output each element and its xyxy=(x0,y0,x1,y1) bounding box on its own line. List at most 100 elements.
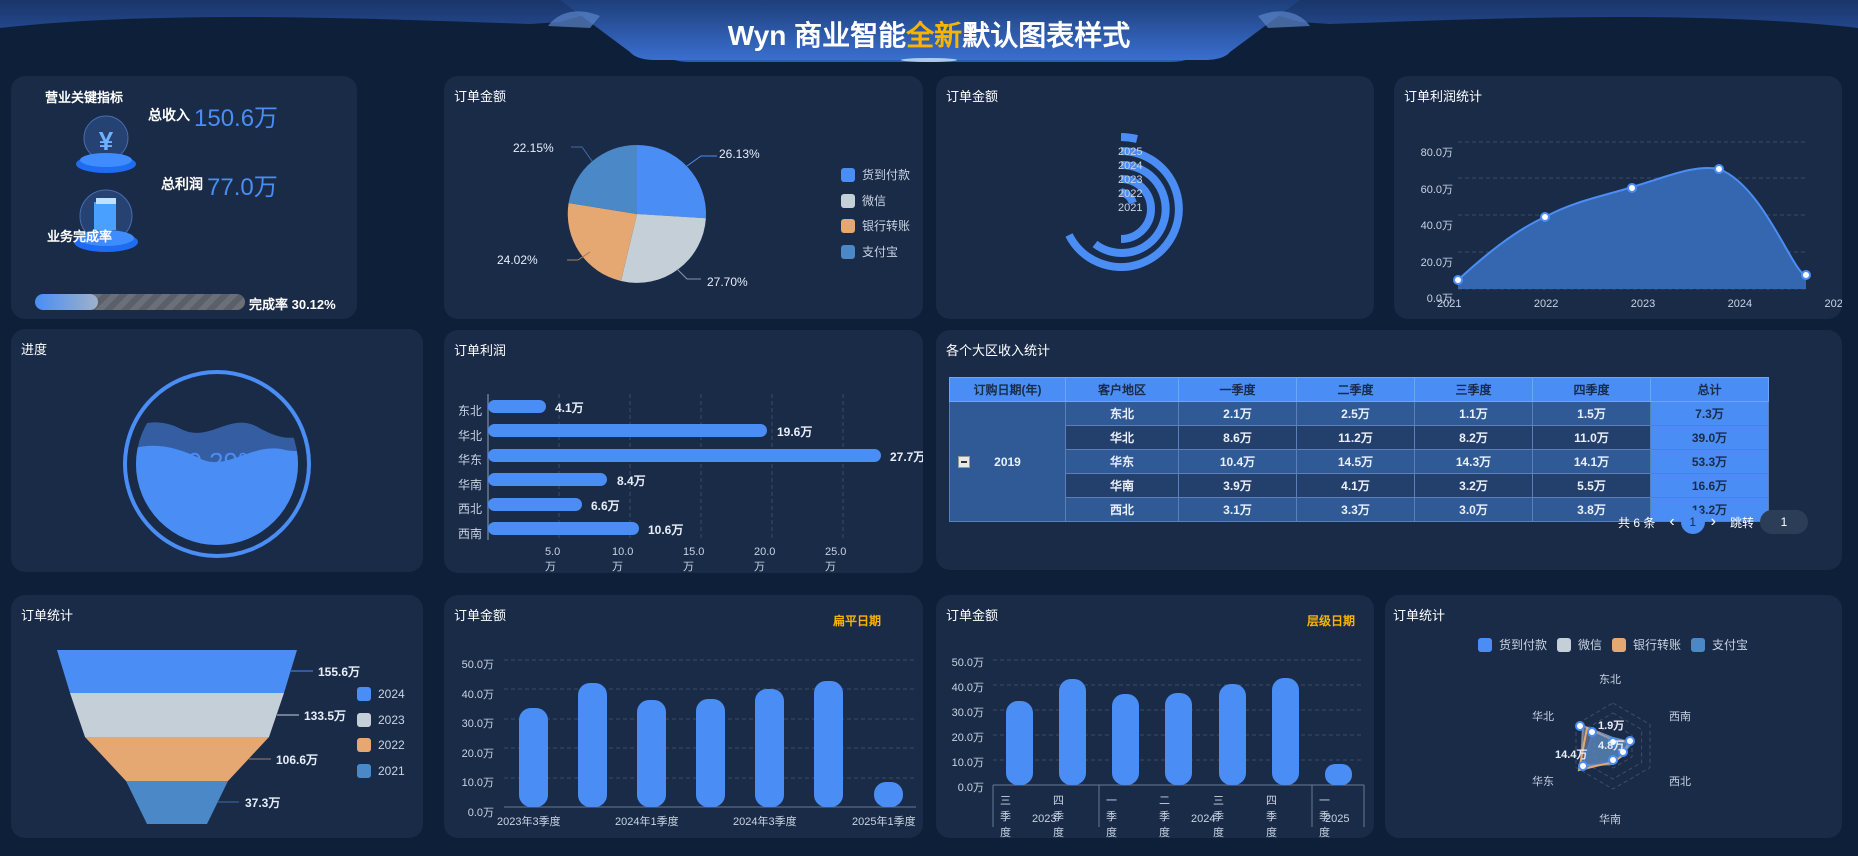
panel-title: 订单金额 xyxy=(454,89,507,104)
revenue-label: 总收入 xyxy=(148,107,190,123)
table-row: 2019 东北 2.1万 2.5万 1.1万 1.5万 7.3万 xyxy=(949,401,1769,522)
panel-title: 订单金额 xyxy=(454,608,507,623)
bar-dongbei xyxy=(488,400,546,413)
pie-slice-bank xyxy=(567,203,637,281)
hierarchical-date-bar-chart xyxy=(992,659,1365,827)
radial-ring-2021 xyxy=(1119,188,1137,205)
legend-item-2022[interactable]: 2022 xyxy=(357,738,405,752)
radar-chart xyxy=(1575,702,1651,790)
radar-value-label: 14.4万 xyxy=(1555,749,1588,761)
revenue-table: 订购日期(年) 客户地区 一季度 二季度 三季度 四季度 总计 2019 东北 2… xyxy=(949,377,1769,522)
header-decoration xyxy=(0,0,1858,62)
legend-swatch xyxy=(841,218,855,233)
hierarchical-date-tag[interactable]: 层级日期 xyxy=(1307,614,1356,628)
panel-title: 订单利润统计 xyxy=(1404,89,1483,104)
pie-slice-wechat xyxy=(621,214,706,283)
panel-title: 订单利润 xyxy=(454,343,507,358)
completion-rate-label: 完成率 30.12% xyxy=(249,297,336,312)
radar-axis-label: 西南 xyxy=(1669,711,1691,723)
flat-date-bar-panel: 订单金额 扁平日期 50.0万 40.0万 30.0万 20.0万 10.0万 0.0万 … xyxy=(444,595,923,838)
radar-value-label: 1.9万 xyxy=(1598,720,1625,732)
radar-axis-label: 西北 xyxy=(1669,776,1691,788)
prev-page-button[interactable]: ‹ xyxy=(1669,513,1675,530)
legend-item-alipay[interactable]: 支付宝 xyxy=(841,243,898,260)
svg-text:¥: ¥ xyxy=(99,126,114,156)
radar-axis-label: 华南 xyxy=(1599,814,1621,826)
column-header[interactable]: 三季度 xyxy=(1414,377,1533,402)
panel-title: 订单统计 xyxy=(1393,608,1446,623)
page-1-button[interactable]: 1 xyxy=(1680,510,1705,534)
pie-chart xyxy=(567,144,717,283)
flat-date-tag[interactable]: 扁平日期 xyxy=(833,614,882,628)
bar-xinan xyxy=(488,522,639,535)
legend-item-wechat[interactable]: 微信 xyxy=(841,192,886,209)
column-header[interactable]: 客户地区 xyxy=(1065,377,1179,402)
table-row: 华南 3.9万 4.1万 3.2万 5.5万 16.6万 xyxy=(950,473,1769,498)
column-header[interactable]: 二季度 xyxy=(1296,377,1415,402)
bar-value-label: 8.4万 xyxy=(617,474,646,488)
column-header[interactable]: 订购日期(年) xyxy=(949,377,1066,402)
legend-item-bank[interactable]: 银行转账 xyxy=(841,217,910,234)
table-row: 华北 8.6万 11.2万 8.2万 11.0万 39.0万 xyxy=(950,425,1769,450)
kpi-title: 营业关键指标 xyxy=(45,90,124,105)
legend-item-cod[interactable]: 货到付款 xyxy=(1478,636,1547,653)
legend-item-bank[interactable]: 银行转账 xyxy=(1612,636,1681,653)
profit-label: 总利润 xyxy=(161,176,203,192)
legend-item-2021[interactable]: 2021 xyxy=(357,764,405,778)
liquid-fill-panel: 进度 50.29% xyxy=(11,329,423,572)
funnel-chart xyxy=(57,650,313,824)
funnel-label: 133.5万 xyxy=(304,709,347,723)
next-page-button[interactable]: › xyxy=(1710,513,1716,530)
bar-huabei xyxy=(488,424,767,437)
bar-huanan xyxy=(488,473,607,486)
pie-chart-panel: 订单金额 26.13% 27.70% 24.02% 22.15% 货到付款 微信… xyxy=(444,76,923,319)
radial-bar-chart xyxy=(1065,133,1183,271)
kpi-trophy-icons: ¥ xyxy=(74,115,138,252)
legend-item-wechat[interactable]: 微信 xyxy=(1557,636,1602,653)
radar-panel: 订单统计 货到付款 微信 银行转账 支付宝 东北 西南 西北 华南 华东 华北 … xyxy=(1385,595,1842,838)
x-axis-labels: 20212022202320242025 xyxy=(1437,298,1842,310)
legend-item-2023[interactable]: 2023 xyxy=(357,713,405,727)
title-highlight: 全新 xyxy=(906,20,963,51)
panel-title: 订单金额 xyxy=(946,89,999,104)
completion-title: 业务完成率 xyxy=(47,229,113,244)
pagination: 共 6 条 ‹ 1 › 跳转 1 xyxy=(1618,510,1808,534)
y-axis-labels: 50.0万 40.0万 30.0万 20.0万 10.0万 0.0万 xyxy=(461,659,494,819)
horizontal-bar-panel: 订单利润 东北 华北 华东 华南 西北 西南 4.1万 19.6万 27.7万 8.4万 … xyxy=(444,330,923,573)
pie-slice-cod xyxy=(637,145,707,219)
pie-label: 22.15% xyxy=(513,141,554,155)
box-globe-icon xyxy=(74,189,138,252)
yen-globe-icon: ¥ xyxy=(76,115,136,173)
table-row: 华东 10.4万 14.5万 14.3万 14.1万 53.3万 xyxy=(950,449,1769,474)
y-axis-labels: 80.0万 60.0万 40.0万 20.0万 0.0万 xyxy=(1420,147,1453,306)
column-header[interactable]: 四季度 xyxy=(1532,377,1651,402)
column-header[interactable]: 一季度 xyxy=(1178,377,1297,402)
pivot-table-panel: 各个大区收入统计 订购日期(年) 客户地区 一季度 二季度 三季度 四季度 总计… xyxy=(936,330,1842,570)
column-header[interactable]: 总计 xyxy=(1650,377,1769,402)
liquid-fill-gauge xyxy=(123,370,311,558)
panel-title: 订单统计 xyxy=(21,608,74,623)
panel-title: 进度 xyxy=(21,342,48,357)
legend-item-cod[interactable]: 货到付款 xyxy=(841,166,910,183)
bar-xibei xyxy=(488,498,582,511)
year-cell: 2019 xyxy=(949,401,1066,522)
legend-item-alipay[interactable]: 支付宝 xyxy=(1691,636,1748,653)
funnel-label: 106.6万 xyxy=(276,753,319,767)
radar-value-label: 4.8万 xyxy=(1598,740,1625,752)
category-labels: 东北 华北 华东 华南 西北 西南 xyxy=(458,404,483,541)
kpi-panel: 营业关键指标 ¥ 总收入 150.6万 总利润 77.0万 业务完成率 完成率 … xyxy=(11,76,357,319)
bar-huadong xyxy=(488,449,881,462)
bar-value-label: 27.7万 xyxy=(890,450,923,464)
radial-ring-2025 xyxy=(1120,133,1138,143)
revenue-value: 150.6万 xyxy=(194,105,279,132)
liquid-value: 50.29% xyxy=(172,447,262,477)
jump-page-input[interactable]: 1 xyxy=(1760,510,1808,534)
bar-value-label: 10.6万 xyxy=(648,523,684,537)
flat-date-bar-chart xyxy=(504,659,916,808)
completion-progress-fill xyxy=(35,294,99,310)
page-header: Wyn 商业智能全新默认图表样式 xyxy=(0,0,1858,70)
funnel-label: 37.3万 xyxy=(245,796,281,810)
legend-item-2024[interactable]: 2024 xyxy=(357,687,405,701)
total-count: 共 6 条 xyxy=(1617,515,1656,530)
collapse-icon[interactable] xyxy=(958,455,970,468)
